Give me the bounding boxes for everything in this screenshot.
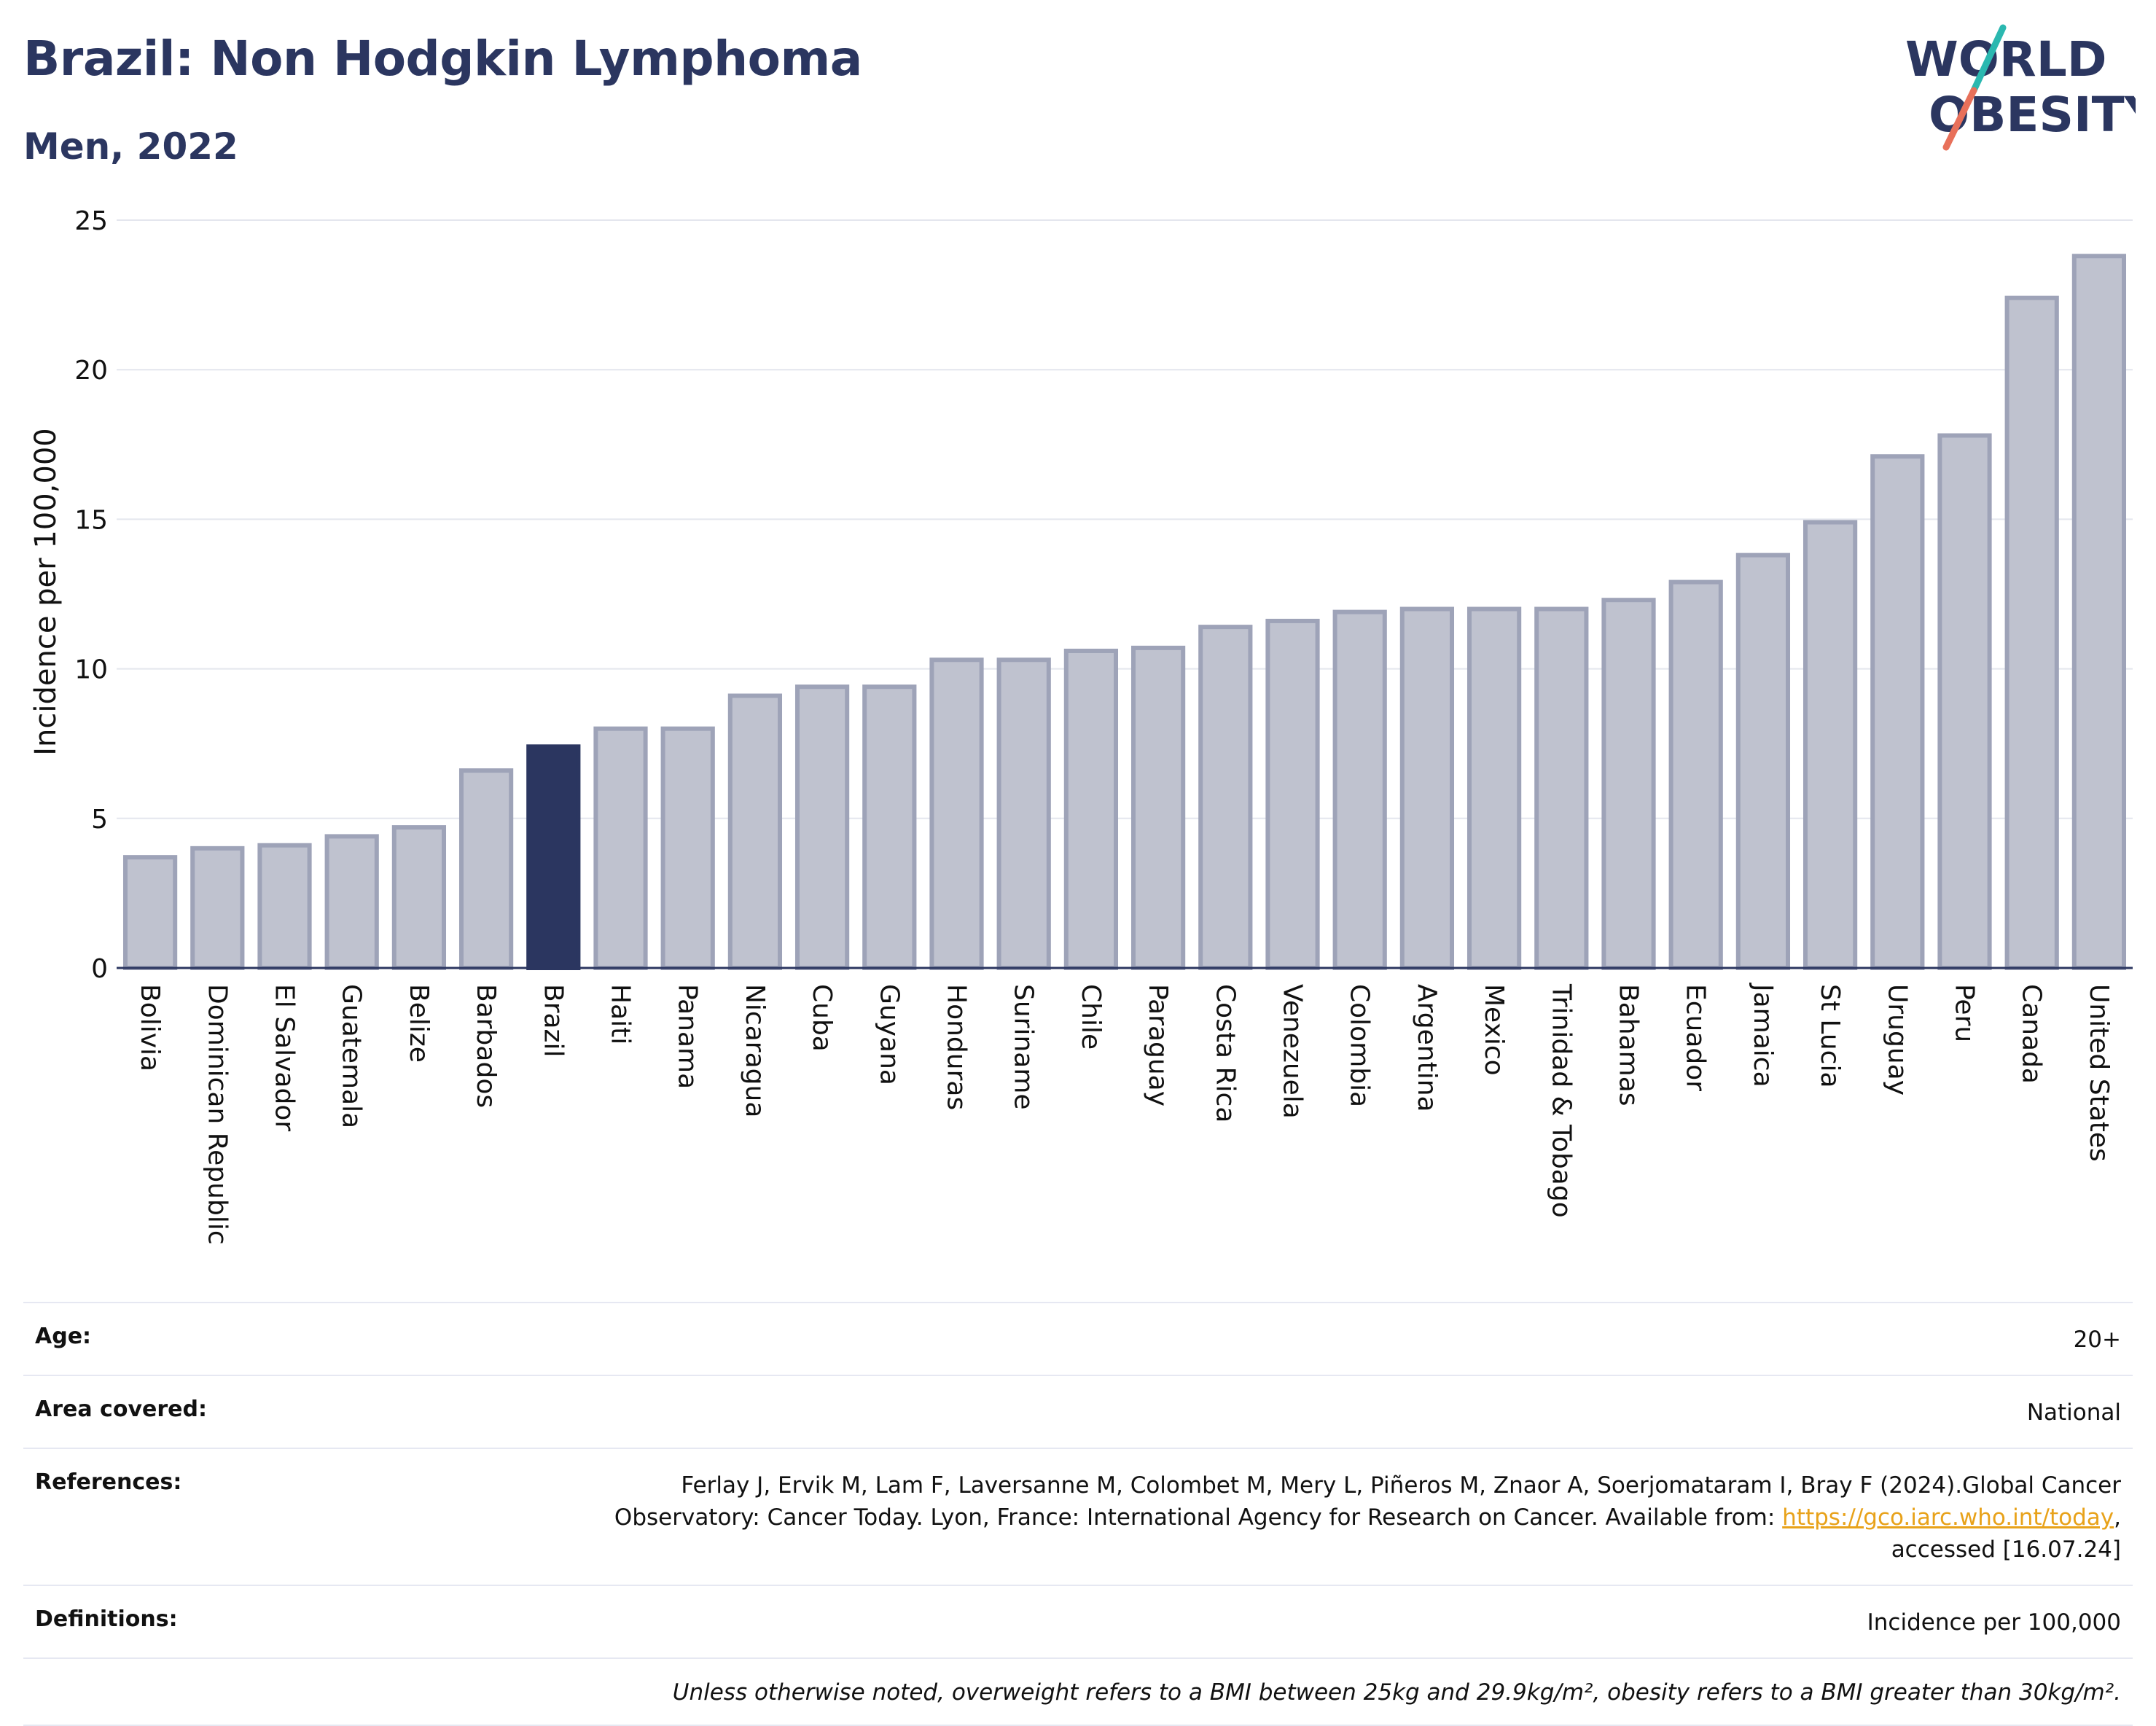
references-line-2: Observatory: Cancer Today. Lyon, France:… xyxy=(614,1504,1783,1531)
y-tick-label: 15 xyxy=(74,505,108,535)
x-tick-label: Peru xyxy=(1950,984,1980,1042)
world-obesity-logo: WORLD OBESITY xyxy=(1905,24,2136,151)
bar xyxy=(1735,552,1791,970)
age-value: 20+ xyxy=(2073,1327,2121,1353)
x-axis-labels: Bolivia Dominican Republic El Salvador Guat… xyxy=(135,983,2114,1245)
bar xyxy=(324,834,379,970)
x-tick-label: Ecuador xyxy=(1681,984,1711,1091)
x-tick-label: United States xyxy=(2084,984,2114,1162)
bar xyxy=(1265,618,1320,970)
bar xyxy=(122,855,178,970)
references-label: References: xyxy=(35,1469,182,1495)
x-tick-label: El Salvador xyxy=(270,984,300,1131)
x-tick-label: Barbados xyxy=(471,984,501,1108)
references-value: Ferlay J, Ervik M, Lam F, Laversanne M, … xyxy=(614,1469,2121,1566)
x-tick-label: Belize xyxy=(404,984,434,1063)
logo-slash-teal xyxy=(1970,24,2007,94)
references-line-2-end: , xyxy=(2114,1504,2121,1531)
bar xyxy=(794,684,850,970)
bar xyxy=(862,684,917,970)
references-link[interactable]: https://gco.iarc.who.int/today xyxy=(1782,1504,2114,1531)
bar xyxy=(1130,645,1186,970)
x-tick-label: Argentina xyxy=(1412,984,1442,1112)
x-tick-label: Nicaragua xyxy=(740,984,770,1117)
x-tick-label: Paraguay xyxy=(1143,984,1173,1106)
logo-line-1: WORLD xyxy=(1905,31,2107,87)
x-tick-label: Cuba xyxy=(807,984,837,1052)
chart-subtitle: Men, 2022 xyxy=(23,125,238,168)
references-line-1: Ferlay J, Ervik M, Lam F, Laversanne M, … xyxy=(681,1472,2121,1499)
bar xyxy=(1601,598,1656,970)
bar xyxy=(257,843,312,970)
bar xyxy=(1668,579,1723,970)
x-tick-label: St Lucia xyxy=(1815,984,1845,1088)
x-tick-label: Guatemala xyxy=(337,984,367,1128)
bar xyxy=(2004,295,2059,971)
x-tick-label: Panama xyxy=(673,984,703,1089)
info-row-area: Area covered: National xyxy=(23,1375,2133,1448)
y-axis-title: Incidence per 100,000 xyxy=(29,428,63,756)
bar xyxy=(1937,433,1992,970)
x-tick-label: Dominican Republic xyxy=(202,984,232,1245)
bar xyxy=(1332,609,1387,971)
bar xyxy=(1870,454,1925,970)
x-tick-label: Trinidad & Tobago xyxy=(1546,983,1576,1218)
y-axis-ticks: 0 5 10 15 20 25 xyxy=(74,206,108,984)
area-label: Area covered: xyxy=(35,1397,207,1422)
definitions-label: Definitions: xyxy=(35,1606,178,1632)
chart-title: Brazil: Non Hodgkin Lymphoma xyxy=(23,31,862,87)
x-tick-label: Uruguay xyxy=(1882,984,1912,1096)
bar xyxy=(996,657,1051,971)
bar xyxy=(458,768,514,970)
bar-highlight xyxy=(526,744,581,970)
x-tick-label: Guyana xyxy=(874,984,904,1085)
bar xyxy=(1399,606,1455,971)
x-tick-label: Haiti xyxy=(606,984,636,1044)
x-tick-label: Bolivia xyxy=(135,984,165,1071)
info-row-age: Age: 20+ xyxy=(23,1302,2133,1375)
bar-chart: 0 5 10 15 20 25 Bolivia Dominican Republic El S… xyxy=(29,206,2133,1245)
x-tick-label: Venezuela xyxy=(1278,984,1308,1119)
bar xyxy=(1466,606,1522,971)
references-line-3: accessed [16.07.24] xyxy=(1891,1536,2121,1563)
x-tick-label: Colombia xyxy=(1345,984,1375,1107)
y-tick-label: 20 xyxy=(74,356,108,386)
age-label: Age: xyxy=(35,1324,92,1349)
bar xyxy=(1534,606,1589,971)
x-tick-label: Jamaica xyxy=(1748,983,1778,1087)
info-table: Age: 20+ Area covered: National Referenc… xyxy=(23,1302,2133,1726)
bar xyxy=(727,693,783,970)
info-row-note: Unless otherwise noted, overweight refer… xyxy=(23,1657,2133,1726)
bar xyxy=(929,657,984,971)
bmi-note: Unless otherwise noted, overweight refer… xyxy=(672,1679,2121,1706)
gridlines xyxy=(117,219,2133,819)
y-tick-label: 10 xyxy=(74,655,108,685)
info-row-definitions: Definitions: Incidence per 100,000 xyxy=(23,1585,2133,1657)
bar xyxy=(660,726,715,970)
x-tick-label: Mexico xyxy=(1479,984,1509,1076)
y-tick-label: 0 xyxy=(91,954,108,984)
x-tick-label: Brazil xyxy=(538,984,568,1057)
y-tick-label: 25 xyxy=(74,206,108,236)
area-value: National xyxy=(2026,1399,2121,1426)
x-tick-label: Bahamas xyxy=(1614,984,1644,1106)
bar xyxy=(1198,625,1253,970)
bar xyxy=(190,846,245,970)
y-tick-label: 5 xyxy=(91,805,108,835)
bar xyxy=(593,726,648,970)
info-row-references: References: Ferlay J, Ervik M, Lam F, La… xyxy=(23,1448,2133,1585)
bar xyxy=(2071,254,2127,970)
x-tick-label: Suriname xyxy=(1009,984,1039,1110)
definitions-value: Incidence per 100,000 xyxy=(1867,1609,2121,1636)
x-tick-label: Chile xyxy=(1076,984,1106,1050)
x-tick-label: Honduras xyxy=(942,984,972,1110)
logo-slash-coral xyxy=(1942,87,1977,151)
x-tick-label: Canada xyxy=(2017,984,2047,1084)
bar xyxy=(1063,648,1119,970)
bars xyxy=(122,254,2127,971)
bar xyxy=(1802,520,1858,970)
x-tick-label: Costa Rica xyxy=(1210,984,1240,1122)
bar xyxy=(391,825,447,971)
